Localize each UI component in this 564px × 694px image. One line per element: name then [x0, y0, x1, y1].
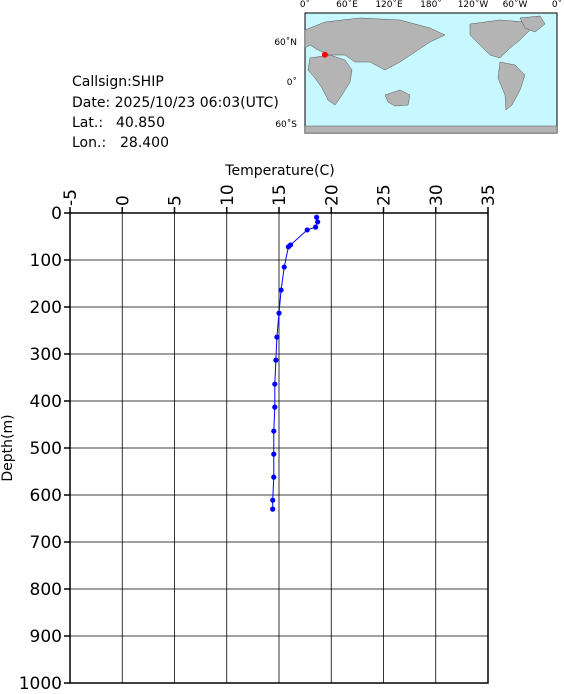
y-tick-label: 800	[30, 580, 62, 600]
map-marker	[321, 51, 328, 58]
data-point	[274, 334, 280, 340]
data-point	[270, 497, 276, 503]
y-tick-label: 900	[30, 627, 62, 647]
data-point	[272, 404, 278, 410]
data-point	[278, 287, 284, 293]
lon-label: Lon.:	[72, 135, 106, 151]
date: Date: 2025/10/23 06:03(UTC)	[72, 95, 279, 111]
x-tick-label: 35	[479, 184, 499, 206]
y-tick-label: 700	[30, 533, 62, 553]
data-point	[304, 227, 310, 233]
data-point	[314, 214, 320, 220]
x-tick-label: 0	[113, 195, 133, 206]
data-point	[276, 310, 282, 316]
x-axis-title: Temperature(C)	[224, 163, 334, 179]
data-point	[270, 506, 276, 512]
y-tick-label: 200	[30, 298, 62, 318]
data-point	[271, 428, 277, 434]
x-tick-label: 20	[322, 184, 342, 206]
lat-value: 40.850	[116, 115, 165, 131]
map-lon-label: 0˚	[300, 0, 310, 10]
data-point	[315, 219, 321, 225]
x-tick-label: 25	[375, 184, 395, 206]
map-lon-label: 180˚	[420, 0, 442, 10]
lat-label: Lat.:	[72, 115, 103, 131]
data-point	[312, 224, 319, 230]
x-tick-label: 5	[166, 195, 186, 206]
y-tick-label: 0	[51, 204, 62, 224]
map-lon-label: 0˚	[552, 0, 562, 10]
map-lon-label: 120˚W	[458, 0, 489, 10]
y-tick-label: 400	[30, 392, 62, 412]
map-lat-label: 0˚	[287, 77, 297, 88]
map-lat-label: 60˚S	[275, 119, 297, 130]
x-tick-label: 10	[218, 184, 238, 206]
y-axis-title: Depth(m)	[0, 414, 16, 481]
data-point	[285, 244, 292, 250]
x-tick-label: -5	[61, 189, 81, 206]
map	[304, 12, 558, 134]
y-tick-label: 500	[30, 439, 62, 459]
data-point	[272, 381, 278, 387]
map-lon-label: 60˚W	[503, 0, 528, 10]
y-tick-label: 300	[30, 345, 62, 365]
x-tick-label: 30	[427, 184, 447, 206]
data-point	[271, 451, 277, 457]
y-tick-label: 600	[30, 486, 62, 506]
y-tick-label: 1000	[19, 674, 62, 690]
map-lon-label: 120˚E	[375, 0, 403, 10]
y-tick-label: 100	[30, 251, 62, 271]
data-point	[273, 357, 279, 363]
map-lon-label: 60˚E	[336, 0, 358, 10]
data-point	[271, 474, 277, 480]
land	[304, 15, 558, 134]
lon-value: 28.400	[120, 135, 169, 151]
x-tick-label: 15	[270, 184, 290, 206]
data-point	[281, 264, 287, 270]
map-lat-label: 60˚N	[274, 37, 297, 48]
callsign: Callsign:SHIP	[72, 74, 164, 90]
